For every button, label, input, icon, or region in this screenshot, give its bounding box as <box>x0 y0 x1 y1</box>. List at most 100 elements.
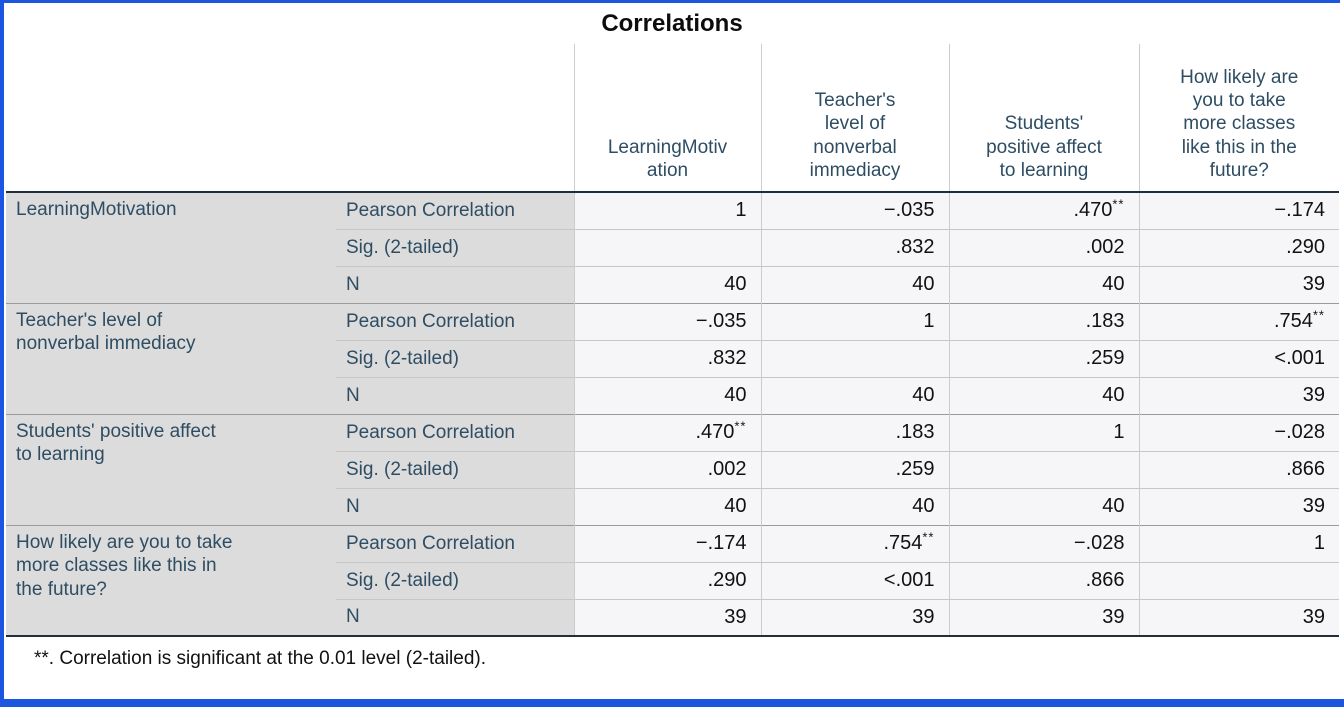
sig-cell: .002 <box>573 450 761 488</box>
n-cell: 39 <box>760 598 949 636</box>
n-cell: 40 <box>573 487 761 525</box>
sig-cell: .259 <box>760 450 949 488</box>
selection-bottom-bar <box>0 699 1344 707</box>
sig-cell: .002 <box>948 228 1139 266</box>
pearson-cell: 1 <box>573 192 761 229</box>
cell-value: −.035 <box>883 199 935 222</box>
row-variable-label: Teacher's level of nonverbal immediacy <box>6 302 336 414</box>
row-stat-label: Sig. (2-tailed) <box>336 339 574 377</box>
pivot-table-object[interactable]: Correlations LearningMotiv ation Teacher… <box>0 0 1340 699</box>
row-variable-label: Students' positive affect to learning <box>6 413 336 525</box>
sig-cell <box>760 339 949 377</box>
n-cell: 39 <box>948 598 1139 636</box>
row-stat-label: N <box>336 487 574 525</box>
n-cell: 39 <box>1138 265 1339 303</box>
pearson-cell: −.174 <box>573 524 761 562</box>
cell-value: .754 <box>883 532 923 554</box>
cell-value: .470 <box>695 421 735 443</box>
sig-cell: .290 <box>573 561 761 599</box>
cell-value: 1 <box>1313 532 1325 554</box>
significance-marker: ** <box>1312 307 1325 323</box>
pearson-cell: 1 <box>948 413 1139 451</box>
n-cell: 40 <box>760 487 949 525</box>
n-cell: 39 <box>1138 376 1339 414</box>
row-stat-label: Pearson Correlation <box>336 192 574 229</box>
table-row: Sig. (2-tailed) .002 .259 .866 <box>6 450 1339 488</box>
row-stat-label: Sig. (2-tailed) <box>336 450 574 488</box>
column-header-more-classes: How likely are you to take more classes … <box>1138 44 1339 193</box>
row-stat-label: Pearson Correlation <box>336 302 574 340</box>
sig-cell <box>573 228 761 266</box>
cell-value: .754 <box>1273 310 1313 332</box>
sig-cell: <.001 <box>760 561 949 599</box>
pearson-cell: −.028 <box>1138 413 1339 451</box>
cell-value: −.028 <box>1073 532 1125 554</box>
n-cell: 40 <box>948 265 1139 303</box>
pearson-cell: .183 <box>948 302 1139 340</box>
table-row: N 39 39 39 39 <box>6 598 1339 636</box>
stub-header-spacer <box>6 44 574 193</box>
table-row: How likely are you to take more classes … <box>6 524 1339 636</box>
column-header-students-affect: Students' positive affect to learning <box>948 44 1139 193</box>
cell-value: −.174 <box>1274 199 1325 222</box>
table-row: N 40 40 40 39 <box>6 376 1339 414</box>
correlations-table: LearningMotiv ation Teacher's level of n… <box>6 44 1339 637</box>
table-row: N 40 40 40 39 <box>6 265 1339 303</box>
row-stat-label: Sig. (2-tailed) <box>336 561 574 599</box>
n-cell: 39 <box>573 598 761 636</box>
pearson-cell: −.174 <box>1138 192 1339 229</box>
row-stat-label: N <box>336 376 574 414</box>
cell-value: .470 <box>1073 199 1113 222</box>
pearson-cell: .754** <box>1138 302 1339 340</box>
row-stat-label: Sig. (2-tailed) <box>336 228 574 266</box>
table-row: Students' positive affect to learning Pe… <box>6 413 1339 525</box>
pearson-cell: −.028 <box>948 524 1139 562</box>
sig-cell: .832 <box>760 228 949 266</box>
table-row: N 40 40 40 39 <box>6 487 1339 525</box>
sig-cell: .832 <box>573 339 761 377</box>
n-cell: 40 <box>948 487 1139 525</box>
table-header-row: LearningMotiv ation Teacher's level of n… <box>6 44 1339 193</box>
n-cell: 40 <box>760 265 949 303</box>
table-row: Sig. (2-tailed) .832 .002 .290 <box>6 228 1339 266</box>
n-cell: 39 <box>1138 598 1339 636</box>
cell-value: −.174 <box>695 532 747 554</box>
cell-value: .183 <box>1085 310 1125 332</box>
pearson-cell: −.035 <box>760 192 949 229</box>
pearson-cell: −.035 <box>573 302 761 340</box>
table-row: Sig. (2-tailed) .290 <.001 .866 <box>6 561 1339 599</box>
sig-cell: .866 <box>948 561 1139 599</box>
n-cell: 40 <box>573 265 761 303</box>
table-row: Sig. (2-tailed) .832 .259 <.001 <box>6 339 1339 377</box>
pearson-cell: .183 <box>760 413 949 451</box>
cell-value: 1 <box>735 199 747 222</box>
n-cell: 40 <box>948 376 1139 414</box>
row-variable-label: LearningMotivation <box>6 192 336 303</box>
cell-value: .183 <box>895 421 935 443</box>
row-stat-label: Pearson Correlation <box>336 524 574 562</box>
significance-marker: ** <box>734 418 747 434</box>
table-row: Teacher's level of nonverbal immediacy P… <box>6 302 1339 414</box>
row-variable-label: How likely are you to take more classes … <box>6 524 336 636</box>
table-title: Correlations <box>601 9 743 37</box>
n-cell: 40 <box>760 376 949 414</box>
cell-value: −.028 <box>1274 421 1325 443</box>
sig-cell: .259 <box>948 339 1139 377</box>
pearson-cell: .470** <box>573 413 761 451</box>
sig-cell: .866 <box>1138 450 1339 488</box>
sig-cell: .290 <box>1138 228 1339 266</box>
cell-value: 1 <box>923 310 935 332</box>
sig-cell: <.001 <box>1138 339 1339 377</box>
row-stat-label: Pearson Correlation <box>336 413 574 451</box>
column-header-learning-motivation: LearningMotiv ation <box>573 44 761 193</box>
n-cell: 40 <box>573 376 761 414</box>
sig-cell <box>1138 561 1339 599</box>
significance-marker: ** <box>922 529 935 545</box>
table-row: LearningMotivation Pearson Correlation 1… <box>6 192 1339 303</box>
pearson-cell: 1 <box>760 302 949 340</box>
n-cell: 39 <box>1138 487 1339 525</box>
pearson-cell: 1 <box>1138 524 1339 562</box>
cell-value: −.035 <box>695 310 747 332</box>
sig-cell <box>948 450 1139 488</box>
